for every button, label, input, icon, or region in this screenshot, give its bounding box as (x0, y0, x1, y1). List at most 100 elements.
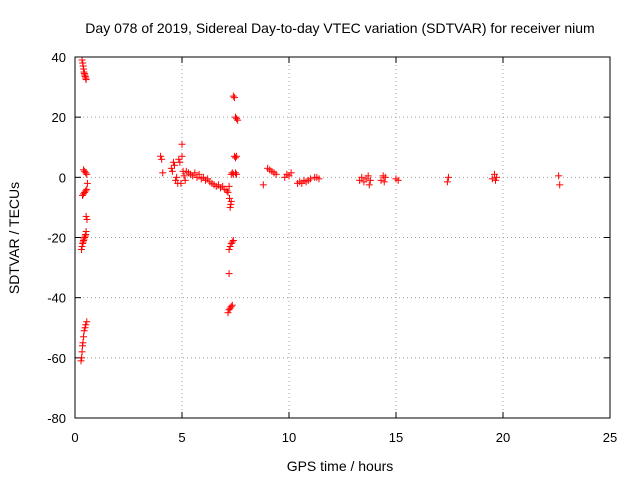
y-tick-label: -40 (47, 291, 66, 306)
data-point (556, 181, 564, 189)
data-point (78, 56, 86, 64)
data-point (226, 243, 234, 251)
data-point (181, 176, 189, 184)
data-point (366, 176, 374, 184)
data-point (225, 246, 233, 254)
data-point (228, 238, 236, 246)
x-axis-label: GPS time / hours (287, 458, 394, 474)
data-point (225, 270, 233, 278)
data-point (82, 227, 90, 235)
data-point (82, 212, 90, 220)
data-point (176, 158, 184, 166)
data-point (226, 194, 234, 202)
data-point (195, 170, 203, 178)
x-tick-label: 0 (71, 430, 78, 445)
data-point (394, 176, 402, 184)
data-point (224, 188, 232, 196)
data-point (229, 237, 237, 245)
data-point (287, 169, 295, 177)
data-point (358, 173, 366, 181)
data-point (230, 94, 238, 102)
data-point (82, 321, 90, 329)
x-tick-label: 5 (178, 430, 185, 445)
data-point (493, 173, 501, 181)
data-point (80, 327, 88, 335)
axis-ticks: 0 5 10 15 20 25 -80 -60 -40 -20 0 20 40 (47, 50, 617, 445)
data-point (259, 181, 267, 189)
data-point (227, 303, 235, 311)
data-point (229, 92, 237, 100)
data-point (492, 176, 500, 184)
data-point (83, 185, 91, 193)
plot-frame (74, 56, 611, 419)
data-point (80, 235, 88, 243)
data-point (377, 176, 385, 184)
y-tick-label: 0 (59, 170, 66, 185)
data-point (82, 76, 90, 84)
data-point (159, 169, 167, 177)
data-point (232, 154, 239, 162)
data-point (77, 246, 85, 254)
data-point (83, 318, 91, 326)
data-point (77, 357, 85, 365)
data-point (79, 339, 87, 347)
y-axis-label: SDTVAR / TECUs (6, 182, 22, 294)
data-point (306, 175, 314, 183)
data-point (178, 152, 186, 160)
data-point (233, 115, 241, 123)
data-point (78, 348, 86, 356)
data-point (232, 169, 239, 177)
data-point (80, 333, 88, 341)
y-tick-label: 40 (52, 50, 66, 65)
data-point (158, 155, 166, 163)
y-tick-label: -60 (47, 351, 66, 366)
data-point (81, 234, 89, 241)
data-point (272, 170, 280, 178)
data-point (555, 172, 563, 180)
data-point (175, 155, 183, 163)
data-point (171, 161, 179, 169)
y-tick-label: 20 (52, 110, 66, 125)
chart-title: Day 078 of 2019, Sidereal Day-to-day VTE… (85, 20, 594, 36)
data-point (81, 324, 89, 332)
data-point (223, 187, 231, 195)
data-point (169, 158, 177, 166)
data-point (315, 175, 323, 183)
data-point (83, 179, 91, 187)
data-point (157, 152, 165, 160)
data-point (180, 172, 188, 180)
y-tick-label: -80 (47, 411, 66, 426)
data-point (224, 309, 232, 317)
data-point (167, 164, 175, 172)
grid (75, 57, 610, 418)
x-tick-label: 25 (603, 430, 617, 445)
data-point (380, 178, 388, 186)
data-point (82, 187, 90, 195)
data-point (228, 301, 236, 309)
data-point (233, 152, 241, 160)
data-point (443, 178, 451, 186)
data-point (233, 170, 241, 178)
data-point (178, 140, 186, 148)
data-point (168, 167, 176, 175)
data-point (78, 243, 86, 251)
data-point (78, 354, 86, 362)
data-point (191, 169, 199, 177)
x-tick-label: 20 (496, 430, 510, 445)
data-point (444, 173, 452, 181)
x-tick-label: 10 (282, 430, 296, 445)
y-tick-label: -20 (47, 231, 66, 246)
data-point (83, 215, 91, 223)
data-point (83, 170, 91, 178)
data-point (225, 182, 233, 190)
data-point (234, 116, 242, 124)
data-point (488, 175, 496, 183)
data-point (365, 181, 373, 189)
data-point (177, 179, 185, 187)
data-point (226, 203, 234, 211)
data-point (227, 197, 235, 205)
data-point (364, 172, 372, 180)
x-tick-label: 15 (389, 430, 403, 445)
data-point (82, 169, 90, 177)
